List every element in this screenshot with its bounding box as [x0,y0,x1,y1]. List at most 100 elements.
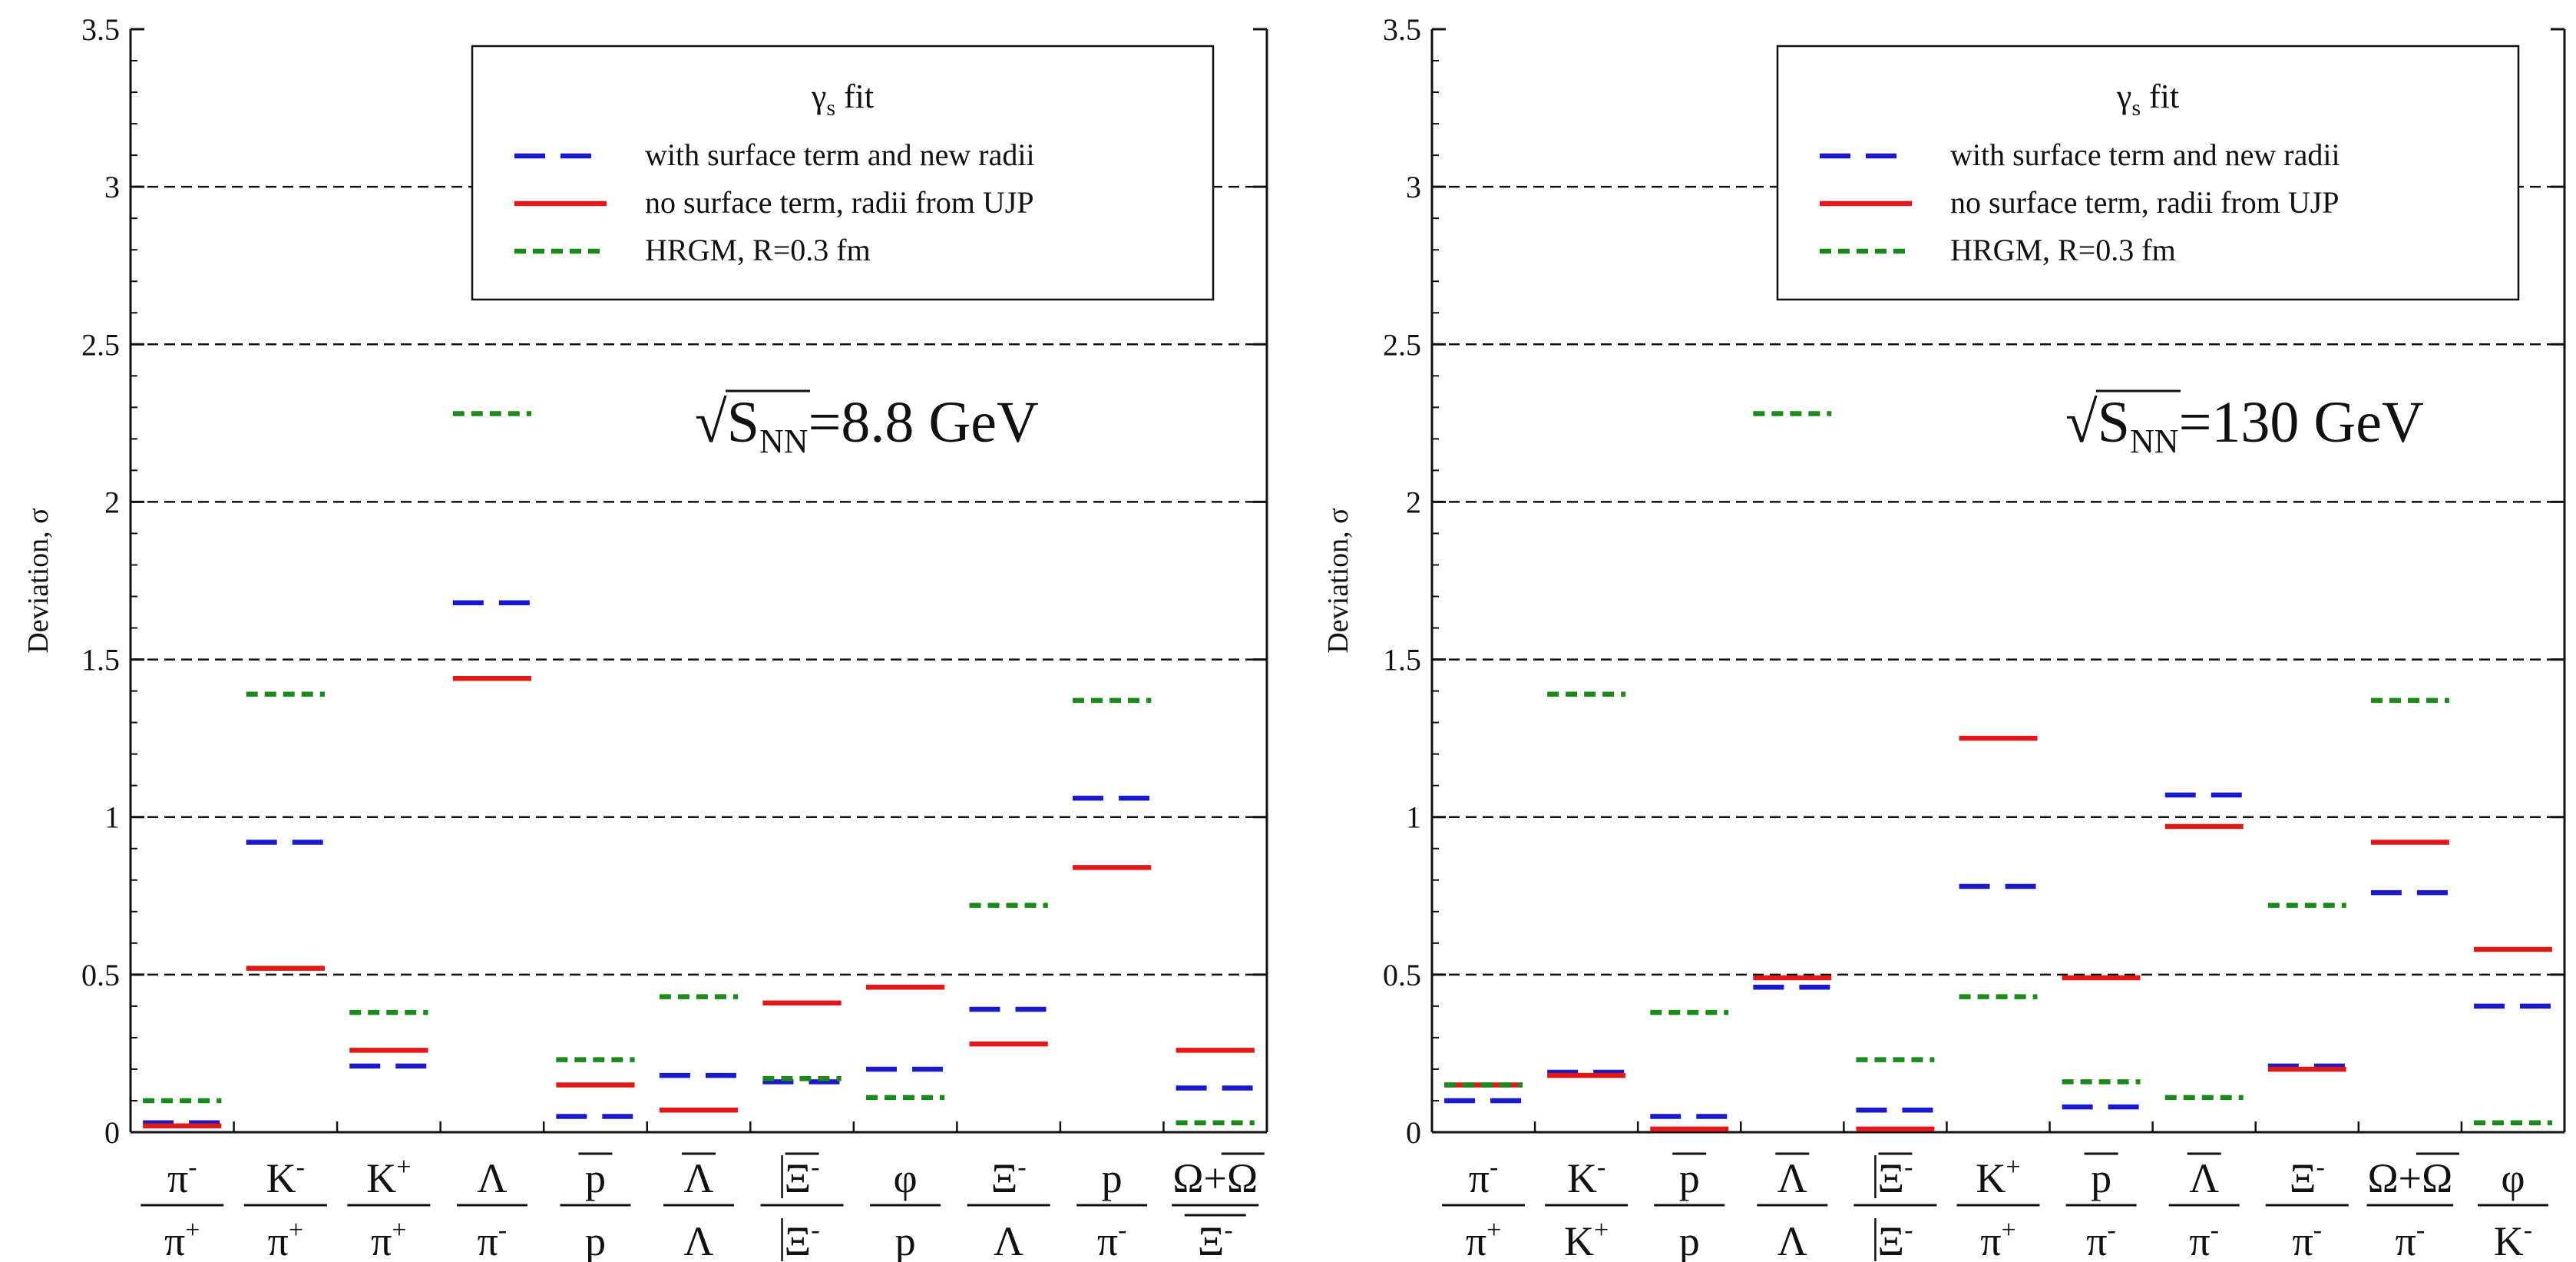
x-tick-label: Ξ- Λ [967,1153,1050,1262]
legend-title: γs fit [811,78,874,121]
x-tick-label-numerator: π- [1469,1153,1499,1201]
x-tick-label: Ω+Ω π- [2366,1152,2459,1262]
x-tick-label-denominator: p [895,1218,916,1262]
legend-entry: HRGM, R=0.3 fm [1950,233,2176,267]
y-tick-label: 2.5 [81,327,120,362]
y-axis-label: Deviation, σ [1322,508,1354,653]
x-tick-label-denominator: Λ [994,1218,1023,1262]
x-tick-label-numerator: Λ [683,1155,713,1201]
x-tick-label-denominator: π+ [371,1216,406,1262]
y-tick-label: 3.5 [81,12,120,47]
x-tick-label: K-π+ [243,1153,327,1262]
y-tick-label: 3.5 [1383,12,1421,47]
x-tick-label: p π- [2065,1152,2137,1262]
legend-entry: HRGM, R=0.3 fm [645,233,871,267]
y-axis-label: Deviation, σ [22,508,55,653]
x-tick-label-numerator: Λ [1777,1155,1807,1201]
x-tick-label-numerator: φ [894,1155,918,1201]
series-3 [143,411,1255,1125]
x-tick-label-denominator: π- [1097,1216,1127,1262]
x-tick-label: Ξ-π- [2265,1153,2349,1262]
x-tick-label: p π- [1076,1155,1148,1262]
y-tick-label: 3 [1406,170,1421,204]
x-tick-label-denominator: π+ [164,1216,200,1262]
x-tick-label-denominator: π- [2189,1216,2219,1262]
x-tick-label-numerator: Ξ- [785,1153,820,1201]
series-1 [143,600,1255,1125]
y-tick-label: 0.5 [1383,958,1421,992]
x-tick-label: π-π+ [1442,1153,1526,1262]
x-tick-label: φp [870,1155,941,1262]
x-tick-label-denominator: π- [2086,1216,2116,1262]
x-tick-label: Λπ- [456,1155,527,1262]
x-tick-label: K+ π+ [1956,1153,2040,1262]
x-tick-label: pp [560,1152,631,1262]
x-tick-label-denominator: Λ [683,1218,713,1262]
legend-entry: with surface term and new radii [645,137,1035,172]
x-tick-label-numerator: Ω+Ω [1172,1155,1258,1201]
x-tick-label-denominator: Ξ- [1877,1216,1913,1262]
x-tick-label-denominator: p [1679,1218,1700,1262]
x-tick-label-numerator: Λ [2189,1155,2219,1201]
y-tick-label: 0.5 [81,958,120,992]
x-tick-label-numerator: K+ [366,1153,411,1201]
x-tick-label-numerator: p [2091,1155,2111,1201]
series-2 [143,675,1255,1129]
x-tick-label-denominator: π- [478,1216,508,1262]
y-tick-label: 0 [1406,1115,1421,1150]
x-tick-label: Ξ- Ξ- [760,1152,844,1262]
y-tick-label: 0 [104,1115,120,1150]
x-tick-label: ΛΛ [663,1152,734,1262]
x-tick-label-denominator: π- [2396,1216,2426,1262]
legend: γs fit with surface term and new radii no … [471,45,1215,301]
x-tick-label-numerator: K+ [1976,1153,2020,1201]
x-tick-label-numerator: p [585,1155,606,1201]
x-tick-label: φ K- [2477,1155,2548,1262]
energy-annotation: √SNN=8.8 GeV [695,390,1039,460]
y-tick-label: 2 [104,485,120,519]
y-tick-label: 1.5 [1383,643,1421,677]
y-tick-label: 2.5 [1383,327,1421,362]
legend-entry: with surface term and new radii [1950,137,2340,172]
series-1 [1444,792,2552,1119]
energy-annotation: √SNN=130 GeV [2065,390,2424,460]
x-tick-label-numerator: p [1679,1155,1700,1201]
x-tick-label: pp [1654,1152,1725,1262]
legend: γs fit with surface term and new radii no … [1776,45,2520,301]
x-tick-label-numerator: K- [266,1153,305,1201]
x-tick-label-numerator: φ [2501,1155,2525,1201]
y-tick-label: 1 [1406,800,1421,835]
y-tick-label: 1.5 [81,643,120,677]
x-tick-label: Ω+Ω Ξ- [1172,1152,1265,1262]
legend-entry: no surface term, radii from UJP [645,185,1034,220]
x-tick-label-numerator: Ω+Ω [2368,1155,2453,1201]
x-tick-label-denominator: K+ [1564,1216,1609,1262]
x-tick-label-denominator: π- [2292,1216,2322,1262]
x-tick-label-numerator: K- [1567,1153,1605,1201]
x-tick-label-numerator: Ξ- [1877,1153,1913,1201]
legend-entry: no surface term, radii from UJP [1950,185,2340,220]
x-tick-label: Λπ- [2168,1152,2240,1262]
x-tick-label-numerator: π- [167,1153,197,1201]
legend-box [1776,45,2520,301]
series-3 [1444,411,2552,1125]
legend-box [471,45,1215,301]
x-tick-label-numerator: Ξ- [991,1153,1027,1201]
x-tick-label: K- K+ [1545,1153,1629,1262]
x-tick-label-denominator: p [585,1218,606,1262]
x-tick-label-denominator: π+ [1466,1216,1501,1262]
legend-title: γs fit [2116,78,2179,121]
x-tick-label-denominator: π+ [268,1216,303,1262]
x-tick-label-numerator: p [1102,1155,1123,1201]
x-tick-label-denominator: Ξ- [785,1216,820,1262]
x-tick-label: Ξ- Ξ- [1853,1152,1937,1262]
x-tick-label-denominator: π+ [1980,1216,2015,1262]
x-tick-label: ΛΛ [1757,1152,1828,1262]
x-tick-label-denominator: Ξ- [1198,1216,1233,1262]
x-tick-label-denominator: K- [2494,1216,2532,1262]
x-tick-label-numerator: Ξ- [2290,1153,2325,1201]
x-tick-label-denominator: Λ [1777,1218,1807,1262]
